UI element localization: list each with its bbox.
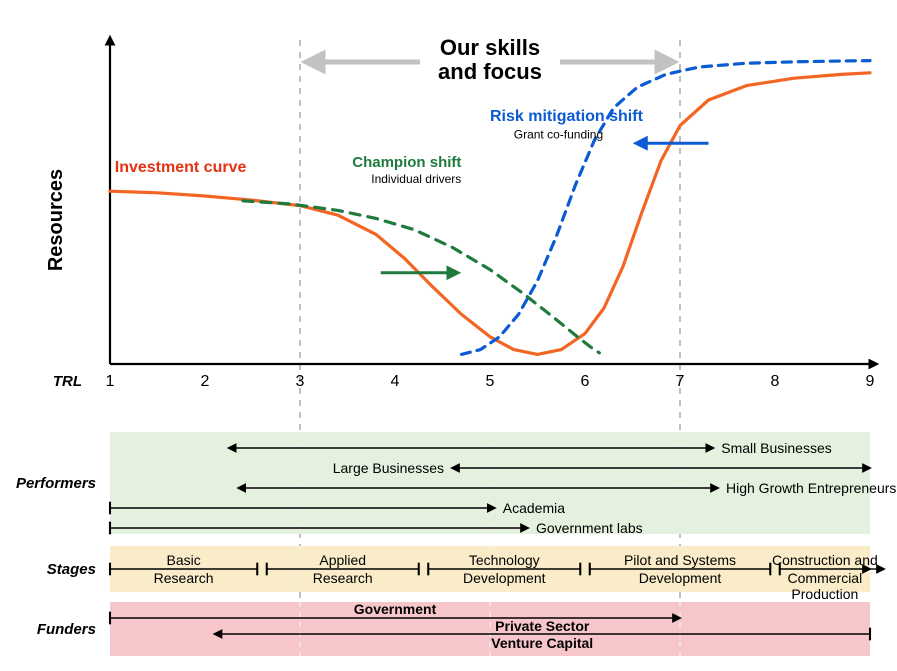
x-tick-label: 8 (771, 373, 780, 390)
stage-label: Basic (167, 552, 201, 568)
performer-label: Academia (503, 500, 565, 516)
x-tick-label: 5 (486, 373, 495, 390)
performer-label: Large Businesses (333, 460, 444, 476)
stage-label: Pilot and Systems (624, 552, 736, 568)
performer-label: Government labs (536, 520, 643, 536)
stage-label: Production (791, 586, 858, 602)
x-axis-label: TRL (53, 373, 82, 390)
x-tick-label: 1 (106, 373, 115, 390)
funders-band (110, 602, 870, 656)
stage-label: Research (154, 570, 214, 586)
focus-title-line1: Our skills (440, 35, 540, 60)
funder-private-label: Venture Capital (491, 635, 593, 651)
investment-label: Investment curve (115, 159, 247, 176)
funders-label: Funders (37, 621, 96, 638)
champion-label: Champion shift (352, 154, 461, 171)
champion-sublabel: Individual drivers (371, 172, 461, 186)
x-tick-label: 3 (296, 373, 305, 390)
risk-sublabel: Grant co-funding (514, 127, 603, 141)
x-tick-label: 7 (676, 373, 685, 390)
performer-label: Small Businesses (721, 440, 832, 456)
stage-label: Commercial (788, 570, 863, 586)
diagram-root: Our skillsand focus 1 2 3 4 5 6 7 8 9 TRL Resources… (0, 0, 897, 671)
performers-label: Performers (16, 475, 96, 492)
x-tick-label: 4 (391, 373, 400, 390)
stages-label: Stages (47, 561, 96, 578)
stage-label: Construction and (772, 552, 878, 568)
stage-label: Research (313, 570, 373, 586)
funder-gov-label: Government (354, 601, 437, 617)
stage-label: Development (463, 570, 546, 586)
x-tick-label: 6 (581, 373, 590, 390)
stage-label: Technology (469, 552, 540, 568)
performer-label: High Growth Entrepreneurs (726, 480, 896, 496)
y-axis-label: Resources (45, 169, 67, 271)
funder-private-label: Private Sector (495, 618, 590, 634)
x-tick-label: 9 (866, 373, 875, 390)
risk-label: Risk mitigation shift (490, 108, 644, 125)
stage-label: Applied (319, 552, 366, 568)
x-tick-label: 2 (201, 373, 210, 390)
stage-label: Development (639, 570, 722, 586)
focus-title-line2: and focus (438, 59, 542, 84)
